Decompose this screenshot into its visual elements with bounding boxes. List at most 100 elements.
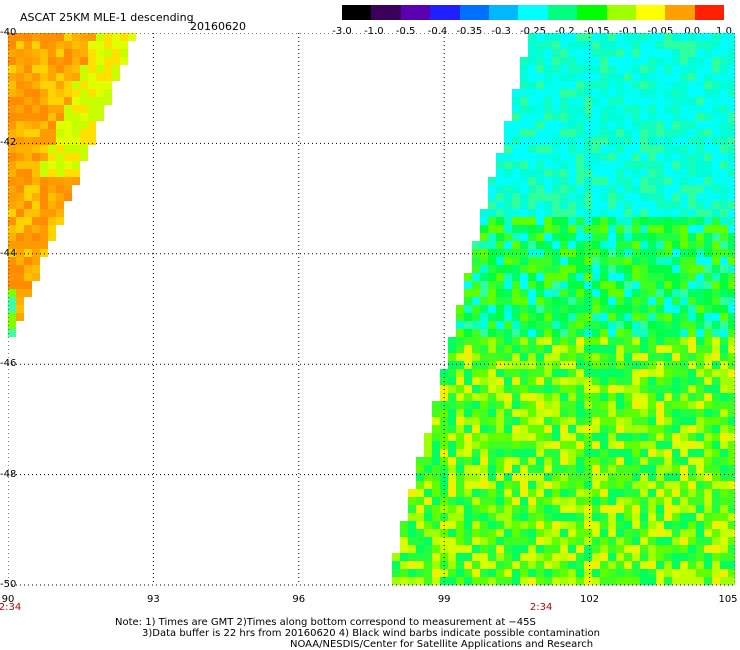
data-cell bbox=[728, 161, 735, 169]
data-cell bbox=[608, 433, 616, 441]
data-cell bbox=[472, 249, 480, 257]
data-cell bbox=[464, 417, 472, 425]
data-cell bbox=[600, 505, 608, 513]
data-cell bbox=[544, 393, 552, 401]
data-cell bbox=[552, 529, 560, 537]
data-cell bbox=[584, 313, 592, 321]
data-cell bbox=[480, 513, 488, 521]
data-cell bbox=[40, 193, 48, 201]
data-cell bbox=[560, 161, 568, 169]
data-cell bbox=[704, 457, 712, 465]
data-cell bbox=[496, 417, 504, 425]
data-cell bbox=[576, 569, 584, 577]
data-cell bbox=[448, 417, 456, 425]
data-cell bbox=[432, 505, 440, 513]
data-cell bbox=[680, 97, 688, 105]
data-cell bbox=[8, 73, 16, 81]
data-cell bbox=[472, 329, 480, 337]
data-cell bbox=[584, 41, 592, 49]
data-cell bbox=[672, 305, 680, 313]
data-cell bbox=[688, 417, 696, 425]
data-cell bbox=[592, 417, 600, 425]
data-cell bbox=[600, 409, 608, 417]
data-cell bbox=[704, 73, 712, 81]
data-cell bbox=[672, 497, 680, 505]
data-cell bbox=[712, 529, 720, 537]
data-cell bbox=[520, 561, 528, 569]
data-cell bbox=[48, 193, 56, 201]
data-cell bbox=[576, 177, 584, 185]
data-cell bbox=[528, 513, 536, 521]
data-cell bbox=[592, 313, 600, 321]
data-cell bbox=[632, 313, 640, 321]
data-cell bbox=[496, 385, 504, 393]
data-cell bbox=[664, 177, 672, 185]
data-cell bbox=[680, 537, 688, 545]
data-cell bbox=[728, 41, 735, 49]
colorbar-label: 1.0 bbox=[716, 26, 732, 37]
data-cell bbox=[584, 433, 592, 441]
data-cell bbox=[568, 473, 576, 481]
data-cell bbox=[560, 177, 568, 185]
data-cell bbox=[528, 145, 536, 153]
data-cell bbox=[592, 369, 600, 377]
data-cell bbox=[512, 561, 520, 569]
data-cell bbox=[568, 113, 576, 121]
data-cell bbox=[496, 513, 504, 521]
data-cell bbox=[448, 489, 456, 497]
data-cell bbox=[632, 49, 640, 57]
data-cell bbox=[472, 417, 480, 425]
data-cell bbox=[584, 153, 592, 161]
data-cell bbox=[560, 433, 568, 441]
data-cell bbox=[664, 169, 672, 177]
data-cell bbox=[464, 473, 472, 481]
data-cell bbox=[56, 121, 64, 129]
data-cell bbox=[544, 289, 552, 297]
data-cell bbox=[568, 161, 576, 169]
data-cell bbox=[464, 561, 472, 569]
data-cell bbox=[480, 297, 488, 305]
data-cell bbox=[664, 377, 672, 385]
data-cell bbox=[48, 217, 56, 225]
data-cell bbox=[728, 465, 735, 473]
data-cell bbox=[600, 241, 608, 249]
data-cell bbox=[8, 41, 16, 49]
data-cell bbox=[688, 409, 696, 417]
data-cell bbox=[464, 369, 472, 377]
data-cell bbox=[480, 473, 488, 481]
data-cell bbox=[664, 161, 672, 169]
data-cell bbox=[104, 33, 112, 41]
data-cell bbox=[448, 577, 456, 585]
data-cell bbox=[696, 545, 704, 553]
time-label: 2:34 bbox=[529, 602, 553, 613]
data-cell bbox=[464, 337, 472, 345]
data-cell bbox=[720, 561, 728, 569]
data-cell bbox=[432, 561, 440, 569]
data-cell bbox=[592, 289, 600, 297]
latitude-tick-label: -42 bbox=[0, 137, 17, 149]
data-cell bbox=[664, 297, 672, 305]
data-cell bbox=[672, 297, 680, 305]
data-cell bbox=[688, 425, 696, 433]
data-cell bbox=[528, 153, 536, 161]
data-cell bbox=[696, 401, 704, 409]
data-cell bbox=[408, 521, 416, 529]
data-cell bbox=[448, 361, 456, 369]
data-cell bbox=[696, 33, 704, 41]
data-cell bbox=[552, 545, 560, 553]
data-cell bbox=[528, 545, 536, 553]
wind-map[interactable] bbox=[8, 33, 735, 589]
data-cell bbox=[616, 409, 624, 417]
data-cell bbox=[576, 489, 584, 497]
data-cell bbox=[664, 401, 672, 409]
data-cell bbox=[608, 377, 616, 385]
data-cell bbox=[536, 345, 544, 353]
data-cell bbox=[64, 177, 72, 185]
latitude-tick-label: -48 bbox=[0, 468, 17, 480]
data-cell bbox=[624, 569, 632, 577]
data-cell bbox=[8, 265, 16, 273]
data-cell bbox=[624, 441, 632, 449]
data-cell bbox=[560, 329, 568, 337]
data-cell bbox=[448, 377, 456, 385]
data-cell bbox=[536, 113, 544, 121]
